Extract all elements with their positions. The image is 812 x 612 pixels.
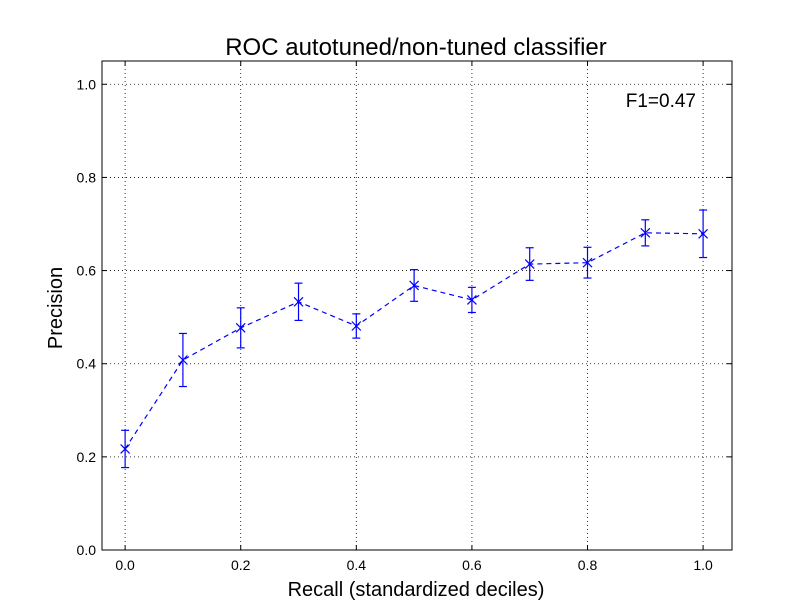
data-point [582, 257, 593, 268]
x-tick-label: 0.4 [347, 557, 367, 573]
y-tick-label: 0.4 [77, 356, 97, 372]
plot-area [120, 209, 709, 469]
x-axis-label: Recall (standardized deciles) [288, 579, 545, 601]
f1-annotation: F1=0.47 [626, 91, 696, 112]
data-point [293, 296, 304, 307]
x-tick-label: 1.0 [693, 557, 713, 573]
x-tick-label: 0.2 [231, 557, 251, 573]
data-point [640, 227, 651, 238]
axes: 0.0 0.2 0.4 0.6 0.8 1.0 0.0 0.2 0.4 0.6 0.8 1.0 [77, 60, 733, 573]
data-point [351, 321, 362, 331]
data-point [698, 228, 709, 239]
y-tick-label: 0.6 [77, 263, 97, 279]
data-point [120, 444, 131, 454]
y-tick-label: 0.2 [77, 449, 97, 465]
y-tick-label: 0.0 [77, 542, 97, 558]
data-point [235, 322, 246, 333]
data-point [409, 280, 420, 291]
y-axis-label: Precision [45, 267, 67, 349]
data-point [177, 355, 188, 365]
data-point [466, 294, 477, 305]
y-tick-label: 0.8 [77, 169, 97, 185]
x-tick-label: 0.8 [578, 557, 598, 573]
y-tick-label: 1.0 [77, 76, 97, 92]
x-tick-label: 0.0 [115, 557, 135, 573]
plot-frame [101, 60, 733, 551]
data-point [524, 259, 535, 269]
x-tick-label: 0.6 [462, 557, 482, 573]
chart-title: ROC autotuned/non-tuned classifier [225, 34, 607, 61]
